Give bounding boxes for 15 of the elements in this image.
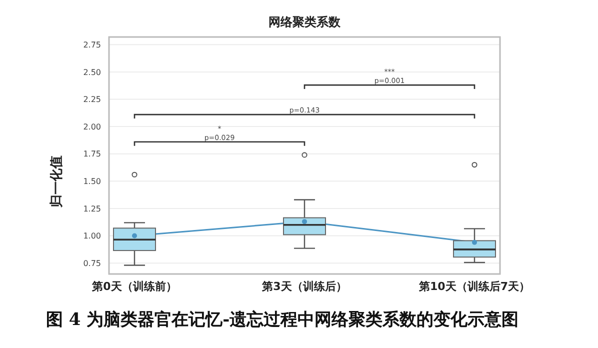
- y-tick-label: 2.25: [83, 95, 101, 104]
- chart-title: 网络聚类系数: [268, 15, 342, 29]
- caption: 图 4 为脑类器官在记忆-遗忘过程中网络聚类系数的变化示意图: [46, 309, 520, 331]
- y-axis-title: 归一化值: [50, 156, 65, 208]
- y-tick-label: 2.50: [83, 68, 101, 77]
- x-tick-label: 第0天（训练前）: [91, 280, 177, 293]
- y-tick-label: 1.50: [83, 177, 101, 186]
- x-tick-label: 第10天（训练后7天）: [418, 280, 530, 293]
- y-tick-label: 1.75: [83, 150, 101, 159]
- y-tick-label: 2.75: [83, 40, 101, 50]
- y-tick-label: 1.00: [83, 232, 101, 241]
- y-tick-label: 0.75: [83, 258, 101, 268]
- y-tick-label: 2.00: [83, 122, 101, 132]
- y-tick-label: 1.25: [83, 204, 101, 214]
- x-tick-label: 第3天（训练后）: [261, 280, 347, 293]
